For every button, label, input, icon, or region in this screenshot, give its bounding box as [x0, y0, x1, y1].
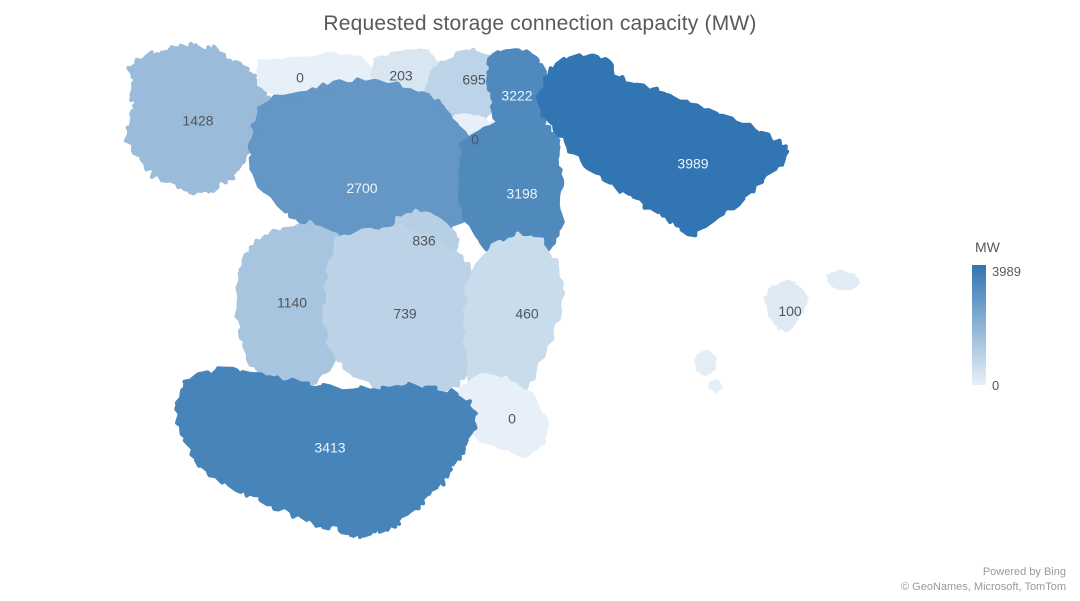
svg-text:0: 0: [992, 378, 999, 393]
svg-text:460: 460: [515, 305, 539, 321]
svg-text:1428: 1428: [182, 112, 213, 128]
svg-text:836: 836: [412, 233, 436, 249]
svg-text:203: 203: [389, 67, 413, 83]
svg-text:3198: 3198: [506, 185, 537, 201]
svg-text:0: 0: [471, 132, 479, 148]
svg-text:3989: 3989: [677, 155, 708, 171]
svg-text:0: 0: [296, 70, 304, 86]
svg-text:3222: 3222: [501, 88, 532, 104]
svg-text:3989: 3989: [992, 264, 1021, 279]
svg-text:1140: 1140: [277, 295, 307, 311]
svg-text:2700: 2700: [346, 180, 377, 196]
svg-text:739: 739: [393, 305, 417, 321]
svg-text:695: 695: [462, 72, 486, 88]
svg-text:0: 0: [508, 410, 516, 426]
svg-text:MW: MW: [975, 239, 1001, 255]
svg-text:3413: 3413: [314, 439, 345, 455]
svg-text:100: 100: [778, 303, 802, 319]
